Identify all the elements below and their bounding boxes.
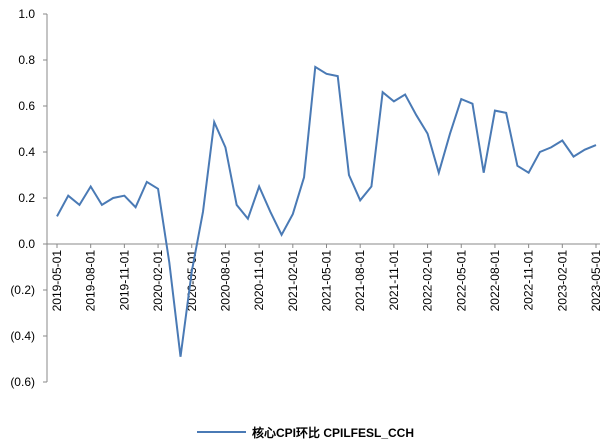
x-tick-label: 2023-05-01 (589, 250, 603, 312)
y-tick-label: 0.4 (18, 145, 35, 159)
x-tick-label: 2019-11-01 (117, 250, 131, 311)
y-tick-label: 0.6 (18, 99, 35, 113)
y-tick-label: 0.0 (18, 237, 35, 251)
x-tick-label: 2021-05-01 (320, 250, 334, 312)
x-tick-label: 2022-02-01 (421, 250, 435, 312)
y-tick-label: 0.8 (18, 53, 35, 67)
x-tick-label: 2019-08-01 (84, 250, 98, 312)
x-tick-label: 2023-02-01 (555, 250, 569, 312)
y-tick-label: 1.0 (18, 7, 35, 21)
data-line (56, 65, 597, 357)
x-tick-label: 2022-08-01 (488, 250, 502, 312)
x-tick-label: 2020-02-01 (151, 250, 165, 312)
x-tick-label: 2021-02-01 (286, 250, 300, 312)
x-tick-label: 2020-08-01 (218, 250, 232, 312)
y-tick-label: (0.4) (10, 329, 35, 343)
y-tick-label: (0.2) (10, 283, 35, 297)
x-tick-label: 2021-08-01 (353, 250, 367, 312)
x-tick-label: 2021-11-01 (387, 250, 401, 311)
y-tick-label: 0.2 (18, 191, 35, 205)
x-tick-label: 2022-11-01 (522, 250, 536, 311)
x-tick-label: 2020-11-01 (252, 250, 266, 311)
legend-label: 核心CPI环比 CPILFESL_CCH (252, 425, 414, 440)
x-tick-label: 2022-05-01 (454, 250, 468, 312)
y-tick-label: (0.6) (10, 375, 35, 389)
x-tick-label: 2019-05-01 (50, 250, 64, 312)
